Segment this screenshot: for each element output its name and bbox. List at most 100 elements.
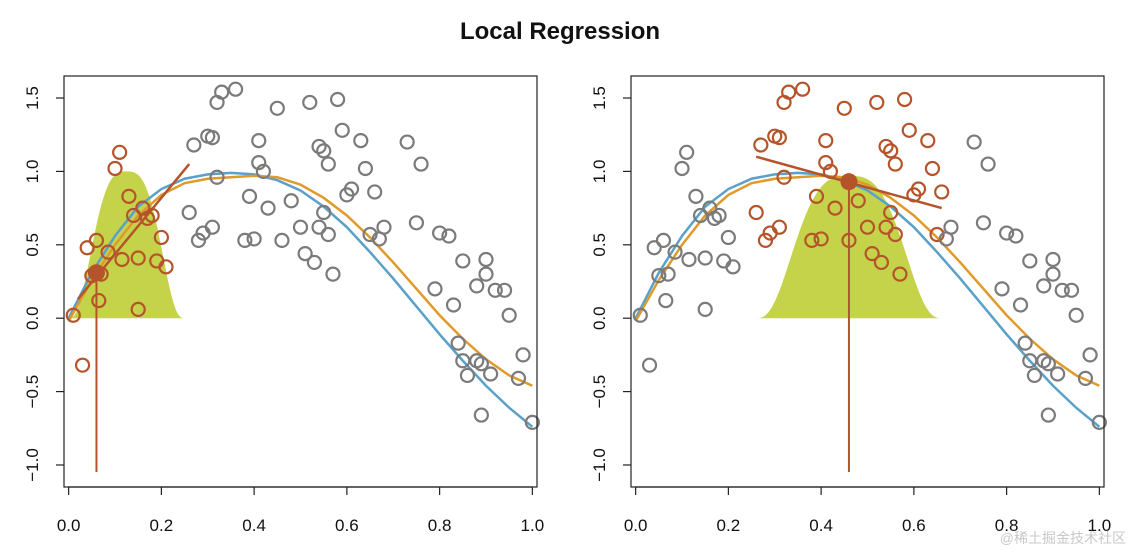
data-point — [478, 266, 494, 282]
data-point — [450, 335, 466, 351]
data-point — [376, 219, 392, 235]
data-point — [1091, 414, 1107, 431]
x-tick-label: 0.8 — [428, 516, 452, 535]
data-point — [697, 301, 713, 317]
y-tick-label: 1.0 — [590, 160, 609, 184]
data-point — [966, 134, 982, 150]
data-point — [920, 132, 936, 149]
x-tick-label: 0.6 — [335, 516, 359, 535]
data-point — [1045, 251, 1061, 268]
data-point — [632, 307, 648, 323]
data-point — [408, 215, 425, 231]
data-point — [311, 138, 327, 155]
data-point — [445, 297, 462, 313]
data-point — [943, 219, 959, 235]
y-tick-label: 0.5 — [590, 233, 609, 257]
x-tick-label: 0.2 — [150, 516, 174, 535]
data-point — [697, 250, 713, 266]
data-point — [655, 232, 672, 248]
data-point — [209, 169, 225, 185]
data-point — [1050, 366, 1066, 382]
data-point — [1054, 282, 1070, 298]
data-point — [515, 347, 531, 363]
data-point — [1008, 228, 1024, 244]
data-point — [1022, 253, 1038, 269]
data-point — [186, 137, 202, 153]
data-point — [869, 94, 885, 111]
data-point — [901, 122, 917, 138]
x-tick-label: 0.4 — [809, 516, 833, 535]
data-point — [711, 207, 727, 224]
data-point — [334, 122, 350, 138]
data-point — [269, 100, 285, 116]
data-point — [367, 184, 383, 200]
x-tick-label: 0.0 — [57, 516, 81, 535]
data-point — [1082, 347, 1098, 363]
data-point — [1040, 407, 1056, 423]
data-point — [1063, 282, 1080, 298]
data-point — [681, 251, 697, 268]
data-point — [483, 366, 499, 382]
x-tick-label: 0.4 — [242, 516, 266, 535]
data-point — [646, 240, 662, 256]
data-point — [850, 193, 866, 209]
data-point — [667, 244, 683, 260]
data-point — [204, 130, 220, 146]
data-point — [651, 268, 667, 284]
right-panel-chart: 0.0 0.2 0.4 0.6 0.8 1.0 −1.0 −0.5 0.0 0.5 1.0 1.5 — [590, 75, 1112, 535]
data-point — [1012, 297, 1029, 313]
data-point — [469, 278, 485, 294]
data-point — [864, 246, 880, 262]
data-point — [975, 215, 992, 231]
target-point — [840, 173, 858, 191]
data-point — [91, 292, 107, 309]
data-point — [158, 259, 174, 275]
data-point — [980, 156, 996, 172]
data-point — [897, 91, 913, 108]
data-point — [441, 228, 457, 244]
data-point — [883, 204, 899, 221]
data-point — [725, 259, 741, 275]
data-point — [794, 81, 811, 97]
data-point — [153, 229, 169, 246]
true-function-curve — [67, 171, 534, 428]
data-point — [227, 81, 244, 97]
data-point — [399, 134, 415, 150]
data-point — [929, 226, 945, 243]
data-point — [255, 163, 271, 180]
data-point — [214, 84, 230, 100]
data-point — [1040, 356, 1056, 372]
data-point — [510, 370, 527, 386]
data-point — [658, 292, 674, 309]
data-point — [827, 200, 843, 216]
x-tick-label: 1.0 — [1088, 516, 1112, 535]
data-point — [994, 281, 1010, 297]
left-panel-chart: 0.0 0.2 0.4 0.6 0.8 1.0 −1.0 −0.5 0.0 0.5 1.0 1.5 — [23, 75, 545, 535]
y-tick-label: 1.5 — [23, 86, 42, 110]
y-tick-label: 0.5 — [23, 233, 42, 257]
data-point — [427, 281, 443, 297]
data-point — [674, 160, 690, 177]
data-point — [808, 188, 825, 204]
x-tick-label: 1.0 — [521, 516, 545, 535]
data-point — [771, 130, 787, 146]
data-point — [887, 226, 903, 243]
data-point — [325, 266, 341, 282]
data-point — [679, 144, 695, 160]
data-point — [878, 219, 894, 235]
data-point — [487, 282, 503, 298]
data-point — [873, 254, 890, 271]
data-point — [776, 169, 792, 185]
data-point — [660, 266, 676, 282]
data-point — [883, 143, 899, 159]
data-point — [100, 244, 116, 260]
data-point — [237, 232, 253, 248]
y-tick-label: −1.0 — [23, 448, 42, 482]
data-point — [753, 137, 769, 153]
data-point — [887, 156, 903, 172]
watermark: @稀土掘金技术社区 — [999, 530, 1126, 546]
data-point — [459, 367, 476, 384]
data-point — [74, 357, 91, 373]
data-point — [204, 219, 220, 235]
data-point — [496, 282, 513, 298]
